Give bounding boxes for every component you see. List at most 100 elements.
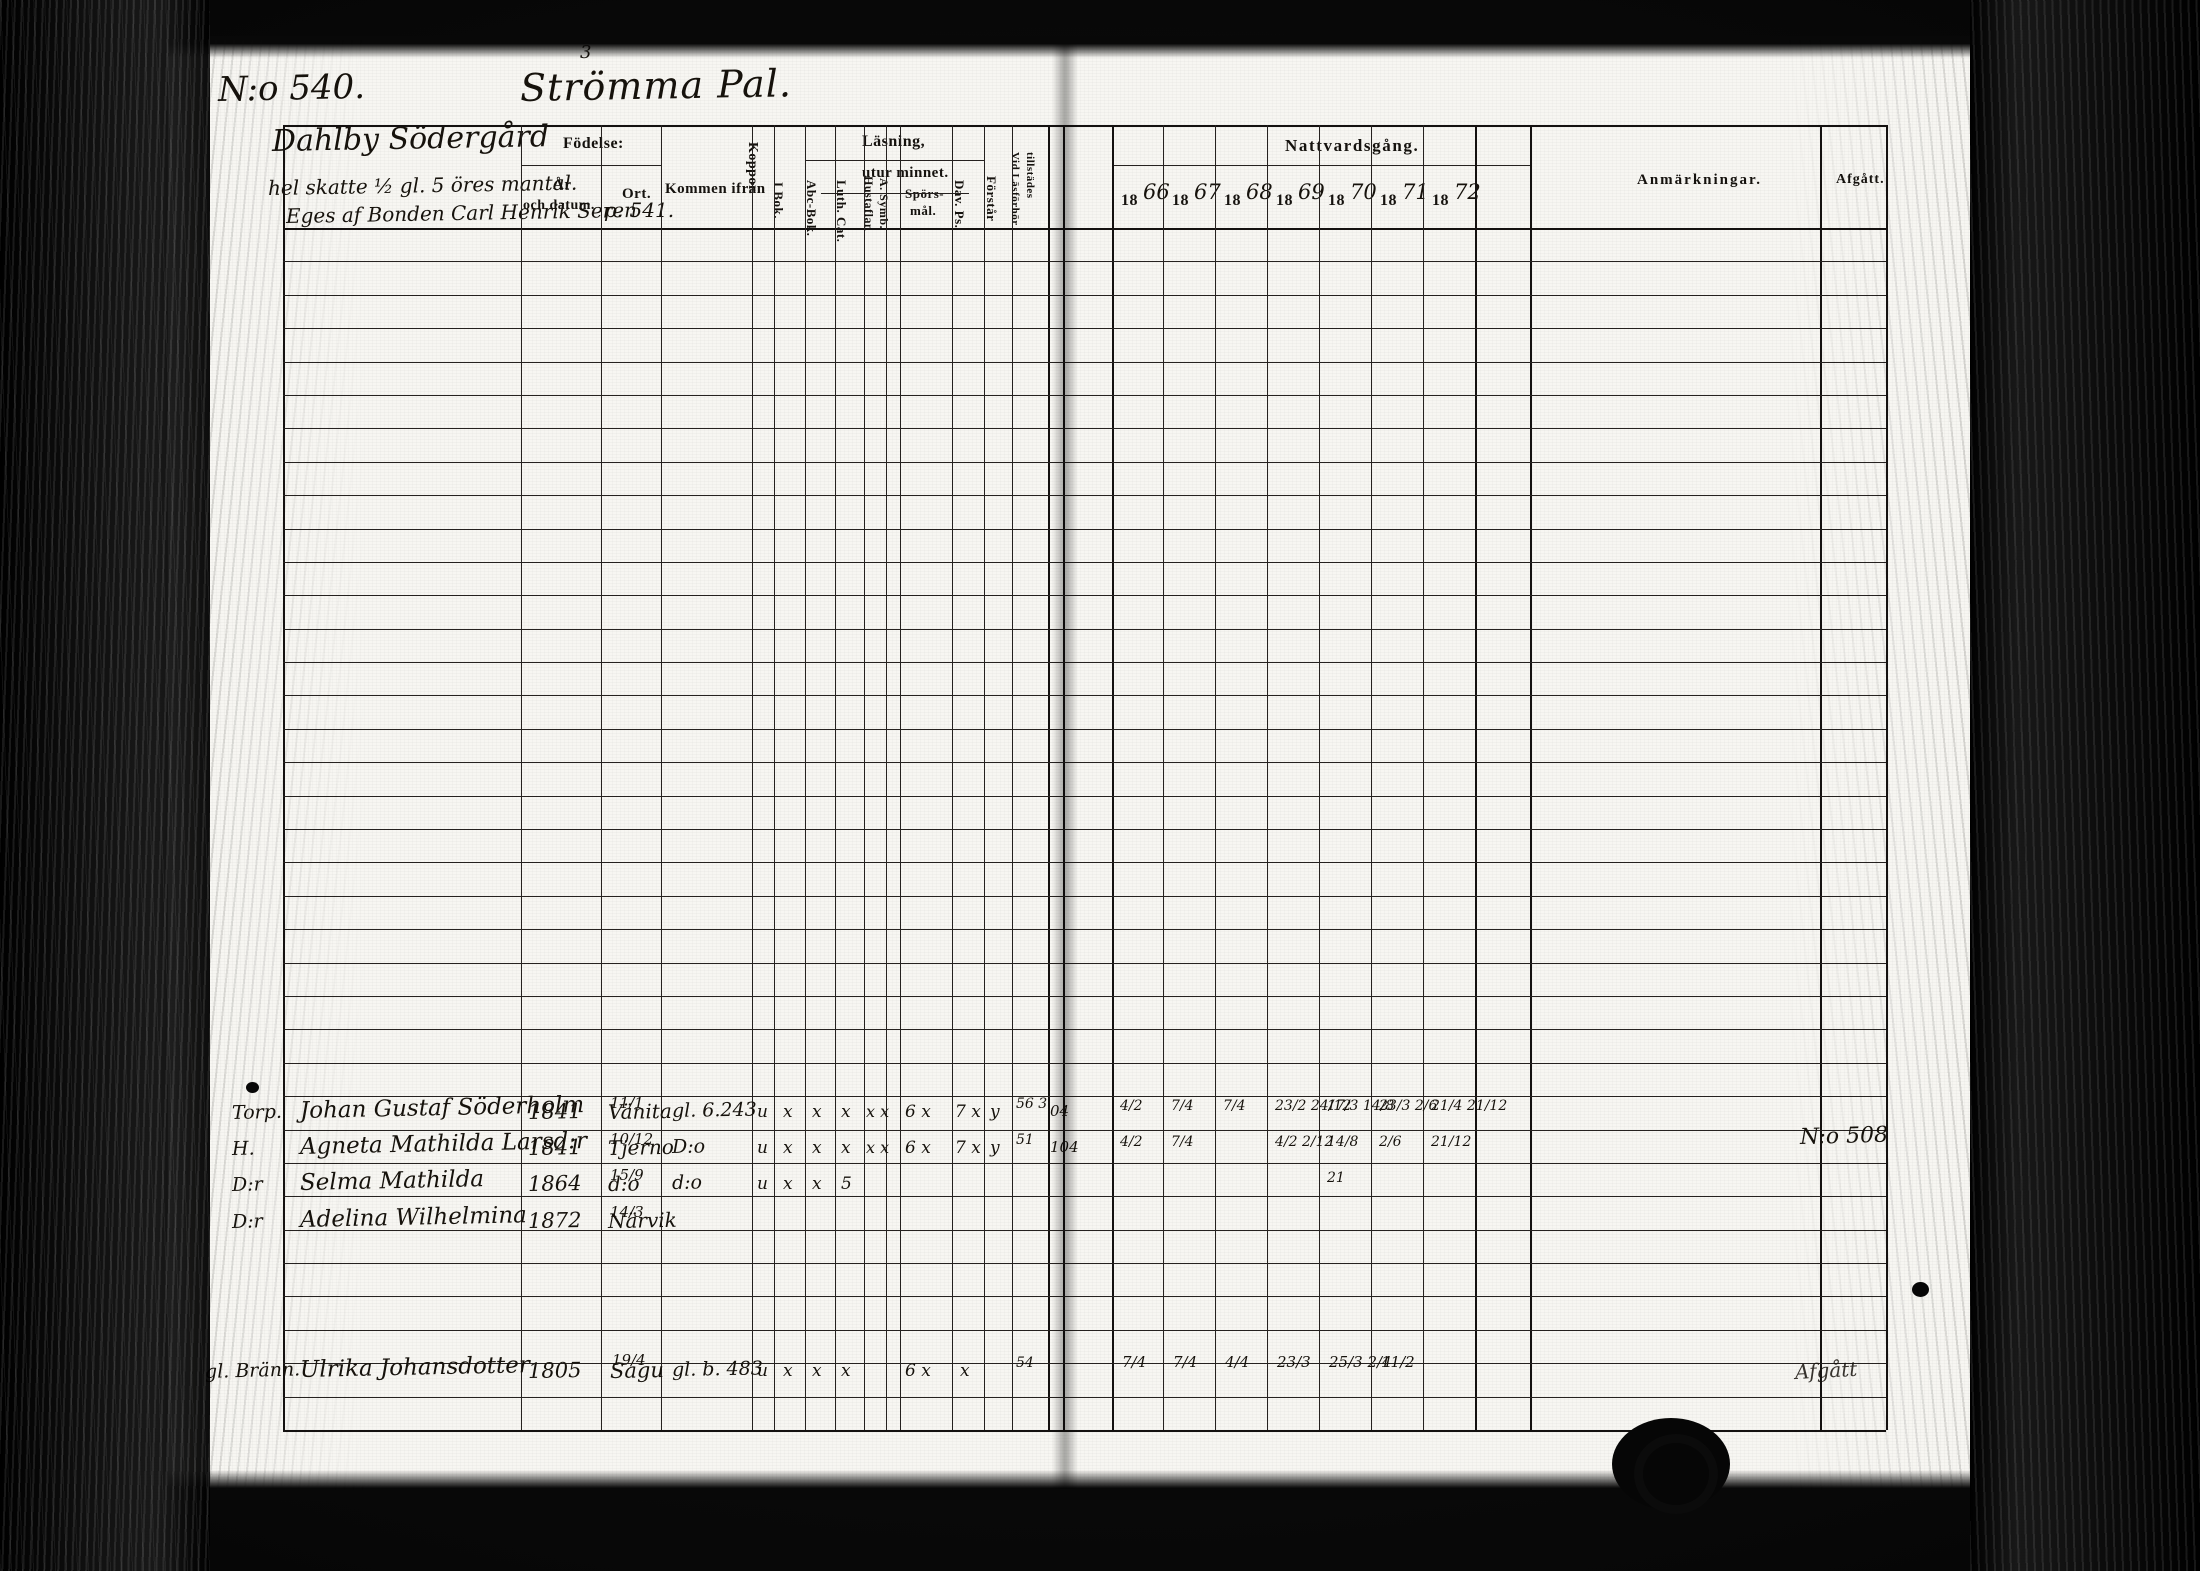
communion-year-suffix: 71 bbox=[1402, 180, 1429, 204]
entry-at-examination: 56 3 bbox=[1016, 1096, 1048, 1112]
entry-luth-cat: x bbox=[841, 1138, 851, 1158]
header-birth-year-sub: och datum. bbox=[523, 198, 595, 213]
entry-communion-date: 7/4 bbox=[1223, 1098, 1246, 1114]
grid-hline bbox=[283, 1196, 1886, 1197]
grid-vline bbox=[1215, 125, 1216, 1430]
entry-luth-cat: x bbox=[841, 1102, 851, 1122]
communion-year-prefix: 18 bbox=[1432, 192, 1449, 209]
entry-hustaflan: x x bbox=[866, 1138, 890, 1157]
entry-luth-cat: 5 bbox=[841, 1174, 852, 1194]
scan-artifact-left bbox=[0, 0, 210, 1571]
communion-year-prefix: 18 bbox=[1276, 192, 1293, 209]
entry-communion-date: 7/4 bbox=[1171, 1134, 1194, 1150]
entry-role: Torp. bbox=[231, 1100, 283, 1124]
entry-communion-date: 23/2 24/12 bbox=[1275, 1098, 1352, 1114]
grid-vline bbox=[835, 125, 836, 1430]
page-edge-bottom bbox=[160, 1470, 2026, 1500]
header-reading-sub: utur minnet. bbox=[862, 165, 949, 181]
grid-hline bbox=[283, 963, 1886, 964]
entry-birth-date: 10/12 bbox=[610, 1130, 654, 1148]
grid-hline bbox=[283, 762, 1886, 763]
grid-vline bbox=[886, 125, 887, 1430]
grid-hline bbox=[283, 1263, 1886, 1264]
bottom-entry-communion-date: 11/2 bbox=[1381, 1353, 1415, 1371]
grid-hline bbox=[283, 125, 1886, 127]
entry-role: H. bbox=[231, 1137, 255, 1160]
grid-hline bbox=[283, 1063, 1886, 1064]
parish-title: Strömma Pal. bbox=[519, 61, 793, 110]
grid-vline bbox=[601, 125, 602, 1430]
grid-vline bbox=[1063, 125, 1065, 1430]
grid-hline bbox=[283, 1230, 1886, 1231]
entry-understands: y bbox=[990, 1138, 1000, 1158]
communion-year-prefix: 18 bbox=[1224, 192, 1241, 209]
entry-dav-ps: 7 x bbox=[955, 1102, 981, 1122]
entry-at-examination-alt: 104 bbox=[1050, 1138, 1079, 1156]
ink-spot-right bbox=[1912, 1282, 1929, 1297]
bottom-entry-name: Ulrika Johansdotter bbox=[299, 1352, 531, 1383]
entry-hustaflan: x x bbox=[866, 1102, 890, 1121]
header-at-examination-line1: Vid Läsförhör bbox=[1009, 152, 1021, 226]
entry-communion-date: 4/2 bbox=[1120, 1098, 1143, 1114]
header-a-symb: A. Symb. bbox=[877, 178, 891, 230]
bottom-entry-abc-book: x bbox=[812, 1361, 822, 1381]
bottom-entry-birth-date: 19/4 bbox=[612, 1351, 646, 1369]
header-reading-group: Läsning, bbox=[862, 133, 926, 150]
entry-communion-date: 21 bbox=[1327, 1170, 1345, 1186]
entry-birth-place: Vänita bbox=[607, 1098, 672, 1124]
grid-vline bbox=[661, 125, 662, 1430]
entry-communion-date: 4/2 2/12 bbox=[1275, 1134, 1334, 1150]
grid-hline bbox=[283, 1163, 1886, 1164]
entry-birth-place: Tjerno bbox=[607, 1134, 675, 1160]
communion-year-prefix: 18 bbox=[1121, 192, 1138, 209]
entry-birth-year: 1841 bbox=[527, 1099, 582, 1124]
grid-hline bbox=[283, 595, 1886, 596]
ink-spot-left bbox=[246, 1082, 259, 1093]
grid-hline bbox=[283, 662, 1886, 663]
entry-understands: y bbox=[990, 1102, 1000, 1122]
grid-vline bbox=[1012, 125, 1013, 1430]
bottom-entry-birth-place: Sagu bbox=[609, 1358, 665, 1383]
grid-hline bbox=[283, 295, 1886, 296]
birth-place-page-ref: p. 541. bbox=[604, 198, 675, 222]
grid-hline bbox=[283, 629, 1886, 630]
bottom-entry-in-book: x bbox=[783, 1361, 793, 1381]
entry-birth-date: 11/1 bbox=[610, 1094, 644, 1112]
grid-hline bbox=[521, 165, 661, 166]
entry-birth-date: 15/9 bbox=[610, 1166, 644, 1184]
grid-hline bbox=[283, 1029, 1886, 1030]
grid-vline bbox=[1267, 125, 1268, 1430]
grid-hline bbox=[283, 929, 1886, 930]
grid-hline bbox=[283, 1330, 1886, 1331]
entry-birth-year: 1872 bbox=[527, 1208, 582, 1233]
entry-communion-date: 21/12 bbox=[1431, 1134, 1472, 1150]
bottom-entry-at-examination: 54 bbox=[1016, 1355, 1034, 1371]
grid-hline bbox=[283, 1430, 1886, 1432]
grid-hline bbox=[283, 1296, 1886, 1297]
communion-year-suffix: 66 bbox=[1143, 180, 1170, 204]
scan-artifact-right bbox=[1970, 0, 2200, 1571]
entry-smallpox: u bbox=[757, 1174, 768, 1194]
communion-year-prefix: 18 bbox=[1172, 192, 1189, 209]
bottom-entry-communion-date: 23/3 bbox=[1277, 1353, 1311, 1371]
bottom-entry-understands: x bbox=[960, 1361, 970, 1381]
entry-birth-place: Närvik bbox=[607, 1207, 678, 1233]
grid-hline bbox=[283, 362, 1886, 363]
entry-communion-date: 7/4 bbox=[1171, 1098, 1194, 1114]
bottom-entry-birth-year: 1805 bbox=[527, 1358, 582, 1383]
grid-hline bbox=[283, 328, 1886, 329]
entry-in-book: x bbox=[783, 1174, 793, 1194]
grid-hline bbox=[283, 796, 1886, 797]
bottom-entry-communion-date: 7/4 bbox=[1122, 1353, 1147, 1371]
grid-vline bbox=[283, 125, 285, 1430]
departed-annotation: Afgått bbox=[1794, 1356, 1858, 1384]
grid-vline bbox=[1371, 125, 1372, 1430]
communion-year-suffix: 68 bbox=[1246, 180, 1273, 204]
entry-at-examination: 51 bbox=[1016, 1132, 1034, 1148]
grid-vline bbox=[1530, 125, 1532, 1430]
entry-questions: 6 x bbox=[905, 1138, 931, 1158]
header-questions-line1: Spörs- bbox=[905, 186, 945, 201]
entry-in-book: x bbox=[783, 1102, 793, 1122]
entry-communion-date: 14/8 bbox=[1327, 1134, 1359, 1150]
communion-year-suffix: 70 bbox=[1350, 180, 1377, 204]
